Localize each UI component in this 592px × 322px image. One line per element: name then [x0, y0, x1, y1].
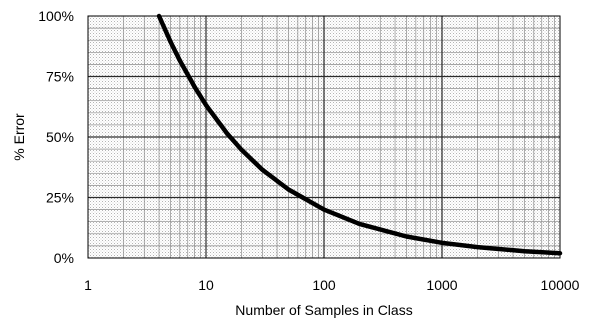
x-tick-labels: 1 10 100 1000 10000	[84, 277, 580, 293]
series-layer	[156, 13, 563, 256]
error-curve-line	[156, 13, 563, 256]
x-tick-label: 10	[198, 277, 214, 293]
y-tick-label: 100%	[38, 8, 74, 24]
x-tick-label: 1	[84, 277, 92, 293]
y-tick-labels: 0% 25% 50% 75% 100%	[38, 8, 74, 266]
x-axis-title: Number of Samples in Class	[235, 302, 412, 318]
major-gridlines	[88, 16, 560, 258]
y-axis-title: % Error	[11, 113, 27, 161]
y-tick-label: 25%	[46, 190, 74, 206]
x-tick-label: 1000	[426, 277, 457, 293]
y-tick-label: 75%	[46, 69, 74, 85]
x-tick-label: 100	[312, 277, 336, 293]
x-tick-label: 10000	[541, 277, 580, 293]
y-tick-label: 0%	[54, 250, 74, 266]
plot-area-border	[87, 15, 561, 259]
y-tick-label: 50%	[46, 129, 74, 145]
